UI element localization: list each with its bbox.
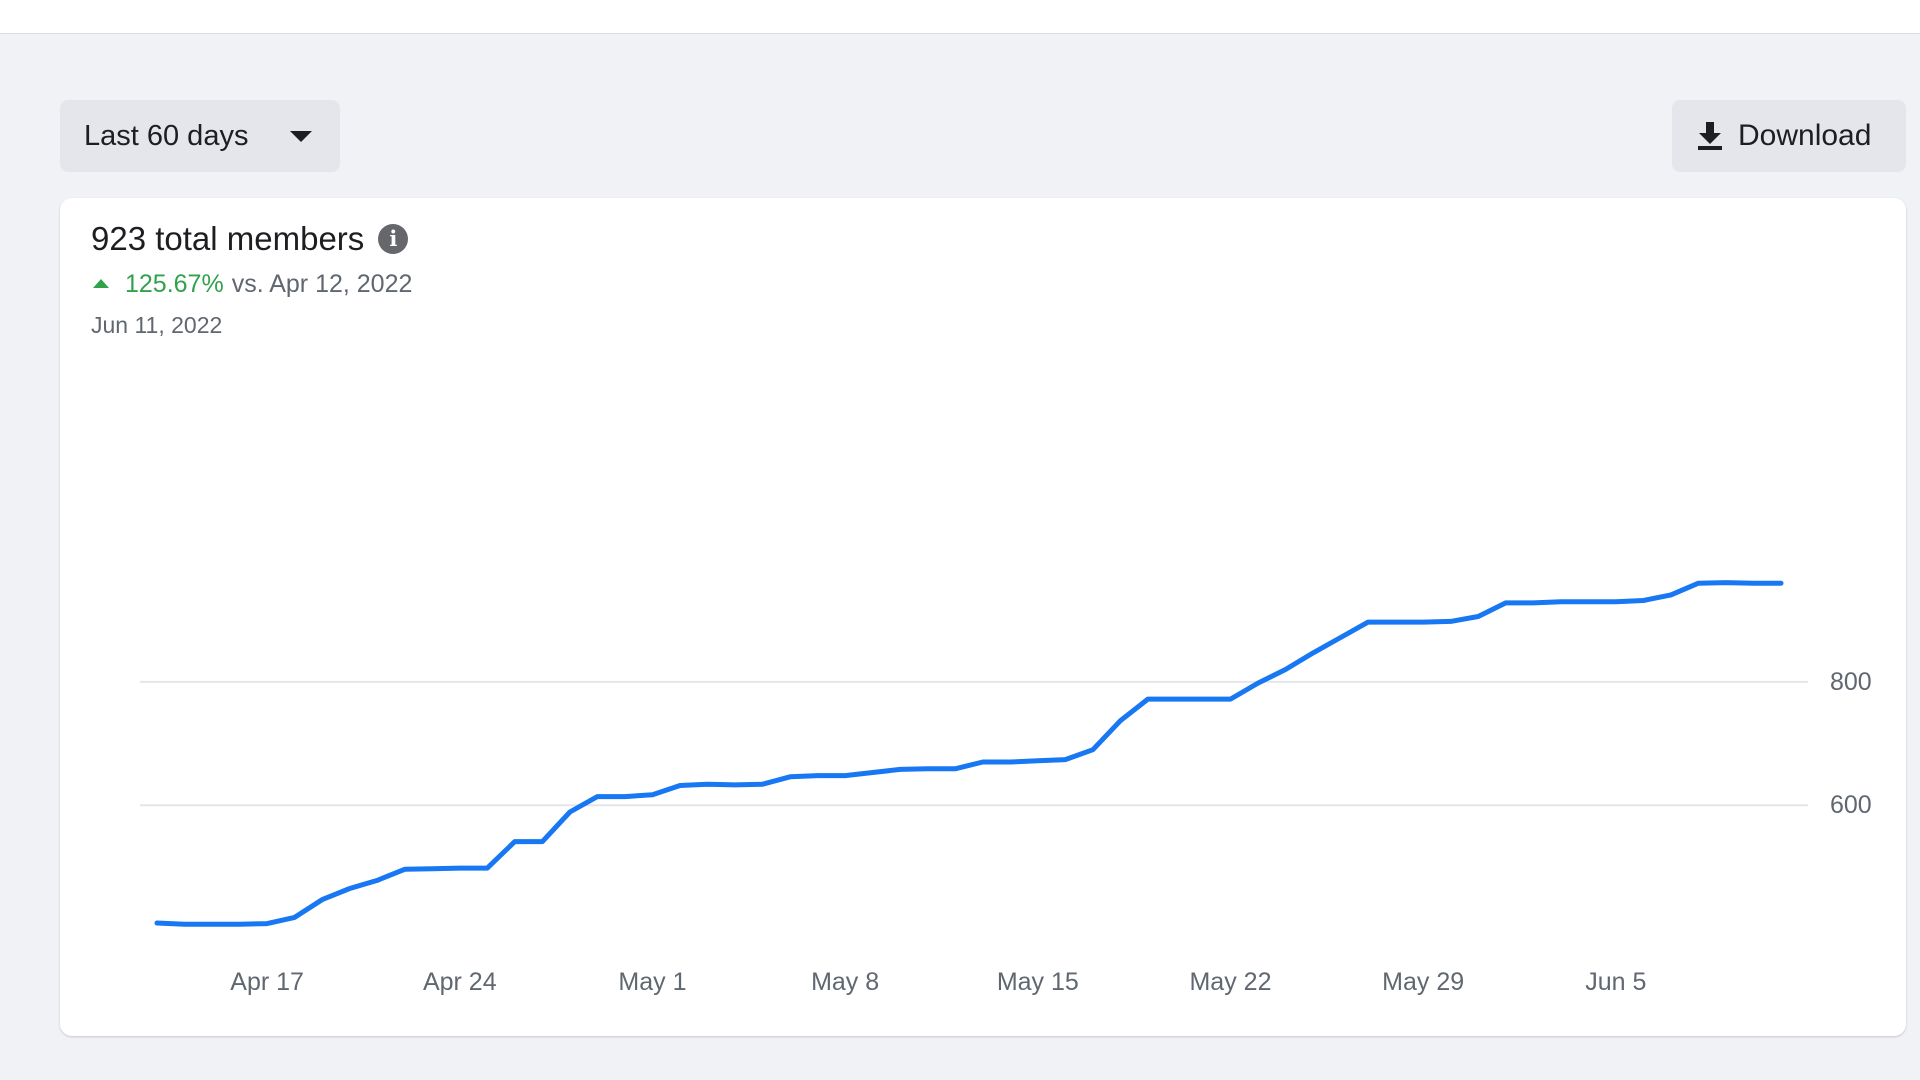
download-button[interactable]: Download [1672, 100, 1906, 172]
x-tick-label: Apr 17 [230, 968, 304, 996]
card-header: 923 total members i [91, 220, 409, 258]
total-members-title: 923 total members [91, 220, 365, 257]
change-percent: 125.67% [125, 270, 224, 298]
date-range-label: Last 60 days [84, 119, 249, 152]
x-tick-label: Jun 5 [1585, 968, 1646, 996]
x-tick-label: May 1 [618, 968, 686, 996]
y-tick-label: 600 [1830, 791, 1872, 819]
top-bar [0, 0, 1920, 34]
x-tick-label: May 22 [1189, 968, 1271, 996]
members-line-chart: 600 800 Apr 17 Apr 24 May 1 May 8 May 15 May 2… [140, 580, 1872, 996]
y-tick-label: 800 [1830, 668, 1872, 696]
members-series-line [154, 580, 1784, 927]
x-tick-label: May 29 [1382, 968, 1464, 996]
x-tick-label: May 8 [811, 968, 879, 996]
date-range-dropdown[interactable]: Last 60 days [60, 100, 340, 172]
x-tick-label: May 15 [997, 968, 1079, 996]
comparison-row: 125.67% vs. Apr 12, 2022 [93, 270, 412, 299]
download-icon [1698, 122, 1722, 150]
members-card: 923 total members i 125.67% vs. Apr 12, … [60, 198, 1906, 1036]
caret-down-icon [290, 130, 312, 142]
trend-up-icon [93, 278, 109, 288]
change-comparison-date: vs. Apr 12, 2022 [231, 270, 413, 298]
info-icon[interactable]: i [378, 224, 409, 254]
download-label: Download [1738, 119, 1872, 152]
x-tick-label: Apr 24 [423, 968, 497, 996]
current-date: Jun 11, 2022 [91, 312, 223, 338]
